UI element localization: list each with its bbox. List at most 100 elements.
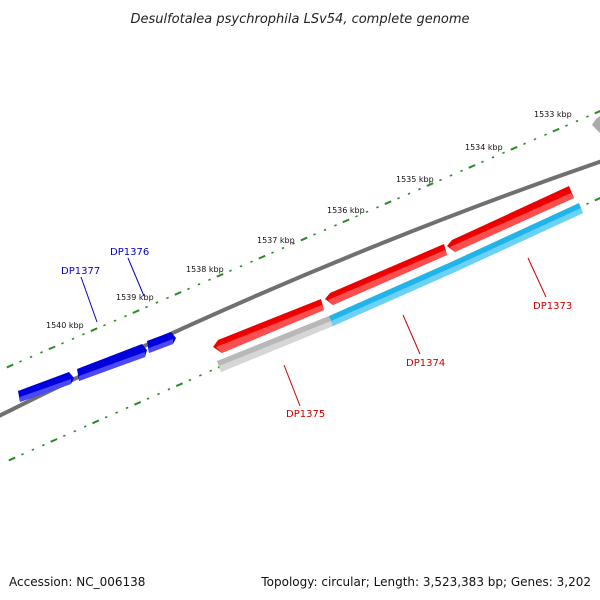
outer-minor-tick bbox=[366, 211, 368, 212]
inner-minor-tick bbox=[21, 454, 23, 455]
gene-dp1376-arrow[interactable] bbox=[77, 344, 147, 381]
outer-minor-tick bbox=[229, 270, 231, 271]
outer-minor-tick bbox=[282, 248, 284, 249]
outer-minor-tick bbox=[72, 338, 74, 339]
outer-major-tick bbox=[343, 220, 349, 223]
outer-minor-tick bbox=[198, 284, 200, 285]
outer-minor-tick bbox=[523, 143, 525, 144]
kbp-label-1538: 1538 kbp bbox=[186, 265, 224, 274]
outer-minor-tick bbox=[166, 298, 168, 299]
outer-minor-tick bbox=[271, 252, 273, 253]
outer-minor-tick bbox=[208, 279, 210, 280]
gene-label-dp1373[interactable]: DP1373 bbox=[533, 301, 572, 312]
gene-offscreen-arrow[interactable] bbox=[592, 116, 600, 133]
outer-minor-tick bbox=[460, 171, 462, 172]
kbp-labels: 1533 kbp 1534 kbp 1535 kbp 1536 kbp 1537… bbox=[46, 110, 572, 330]
outer-minor-tick bbox=[418, 189, 420, 190]
outer-minor-tick bbox=[40, 352, 42, 353]
outer-minor-tick bbox=[240, 266, 242, 267]
inner-minor-tick bbox=[74, 431, 76, 432]
inner-minor-tick bbox=[210, 370, 212, 371]
leader-dp1374 bbox=[403, 315, 420, 354]
outer-minor-tick bbox=[492, 157, 494, 158]
leader-dp1373 bbox=[528, 258, 546, 297]
outer-major-tick bbox=[7, 365, 13, 368]
outer-minor-tick bbox=[30, 357, 32, 358]
inner-minor-tick bbox=[42, 445, 44, 446]
outer-minor-tick bbox=[334, 225, 336, 226]
outer-minor-tick bbox=[439, 180, 441, 181]
inner-minor-tick bbox=[168, 389, 170, 390]
gene-label-dp1374[interactable]: DP1374 bbox=[406, 358, 445, 369]
outer-major-tick bbox=[301, 238, 307, 241]
kbp-label-1536: 1536 kbp bbox=[327, 206, 365, 215]
inner-major-tick bbox=[51, 439, 57, 442]
genome-summary-text: Topology: circular; Length: 3,523,383 bp… bbox=[260, 575, 591, 589]
outer-minor-tick bbox=[114, 320, 116, 321]
outer-minor-tick bbox=[481, 161, 483, 162]
leader-dp1376 bbox=[128, 258, 144, 296]
outer-minor-tick bbox=[61, 343, 63, 344]
outer-major-tick bbox=[133, 310, 139, 313]
outer-minor-tick bbox=[534, 139, 536, 140]
kbp-label-1537: 1537 kbp bbox=[257, 236, 295, 245]
outer-minor-tick bbox=[450, 175, 452, 176]
outer-major-tick bbox=[385, 201, 391, 204]
leader-dp1375 bbox=[284, 365, 300, 406]
kbp-label-1533: 1533 kbp bbox=[534, 110, 572, 119]
inner-major-tick bbox=[9, 458, 15, 461]
outer-major-tick bbox=[511, 147, 517, 150]
gene-label-dp1377[interactable]: DP1377 bbox=[61, 266, 100, 277]
outer-major-tick bbox=[259, 256, 265, 259]
kbp-label-1540: 1540 kbp bbox=[46, 321, 84, 330]
leader-dp1377 bbox=[81, 277, 97, 322]
outer-minor-tick bbox=[408, 193, 410, 194]
inner-minor-tick bbox=[63, 435, 65, 436]
genome-backbone bbox=[0, 160, 600, 418]
inner-minor-tick bbox=[116, 412, 118, 413]
outer-minor-tick bbox=[586, 116, 588, 117]
outer-minor-tick bbox=[187, 288, 189, 289]
outer-minor-tick bbox=[313, 234, 315, 235]
outer-minor-tick bbox=[397, 198, 399, 199]
outer-major-tick bbox=[595, 111, 600, 114]
inner-minor-tick bbox=[199, 375, 201, 376]
inner-minor-tick bbox=[147, 398, 149, 399]
genome-map: Desulfotalea psychrophila LSv54, complet… bbox=[0, 0, 600, 600]
outer-minor-tick bbox=[502, 152, 504, 153]
outer-minor-tick bbox=[250, 261, 252, 262]
kbp-label-1535: 1535 kbp bbox=[396, 175, 434, 184]
outer-minor-tick bbox=[544, 134, 546, 135]
outer-minor-tick bbox=[145, 307, 147, 308]
outer-minor-tick bbox=[103, 325, 105, 326]
inner-major-tick bbox=[176, 383, 182, 386]
outer-major-tick bbox=[175, 292, 181, 295]
outer-minor-tick bbox=[19, 361, 21, 362]
outer-minor-tick bbox=[565, 125, 567, 126]
inner-minor-tick bbox=[189, 380, 191, 381]
inner-major-tick bbox=[595, 198, 600, 201]
inner-minor-tick bbox=[157, 394, 159, 395]
inner-minor-tick bbox=[84, 426, 86, 427]
outer-minor-tick bbox=[355, 216, 357, 217]
outer-minor-tick bbox=[82, 334, 84, 335]
inner-minor-tick bbox=[105, 417, 107, 418]
outer-minor-tick bbox=[156, 302, 158, 303]
gene-label-dp1375[interactable]: DP1375 bbox=[286, 409, 325, 420]
kbp-label-1534: 1534 kbp bbox=[465, 143, 503, 152]
outer-major-tick bbox=[91, 328, 97, 331]
inner-minor-tick bbox=[126, 407, 128, 408]
accession-text: Accession: NC_006138 bbox=[9, 575, 145, 589]
outer-major-tick bbox=[469, 165, 475, 168]
outer-minor-tick bbox=[376, 207, 378, 208]
gene-small-forward-arrow[interactable] bbox=[147, 332, 176, 353]
outer-minor-tick bbox=[324, 230, 326, 231]
inner-major-tick bbox=[134, 402, 140, 405]
gene-dp1377-arrow[interactable] bbox=[18, 372, 74, 402]
outer-minor-tick bbox=[576, 121, 578, 122]
outer-major-tick bbox=[49, 347, 55, 350]
outer-major-tick bbox=[217, 274, 223, 277]
map-title: Desulfotalea psychrophila LSv54, complet… bbox=[130, 12, 469, 27]
gene-label-dp1376[interactable]: DP1376 bbox=[110, 247, 149, 258]
inner-major-tick bbox=[93, 420, 99, 423]
